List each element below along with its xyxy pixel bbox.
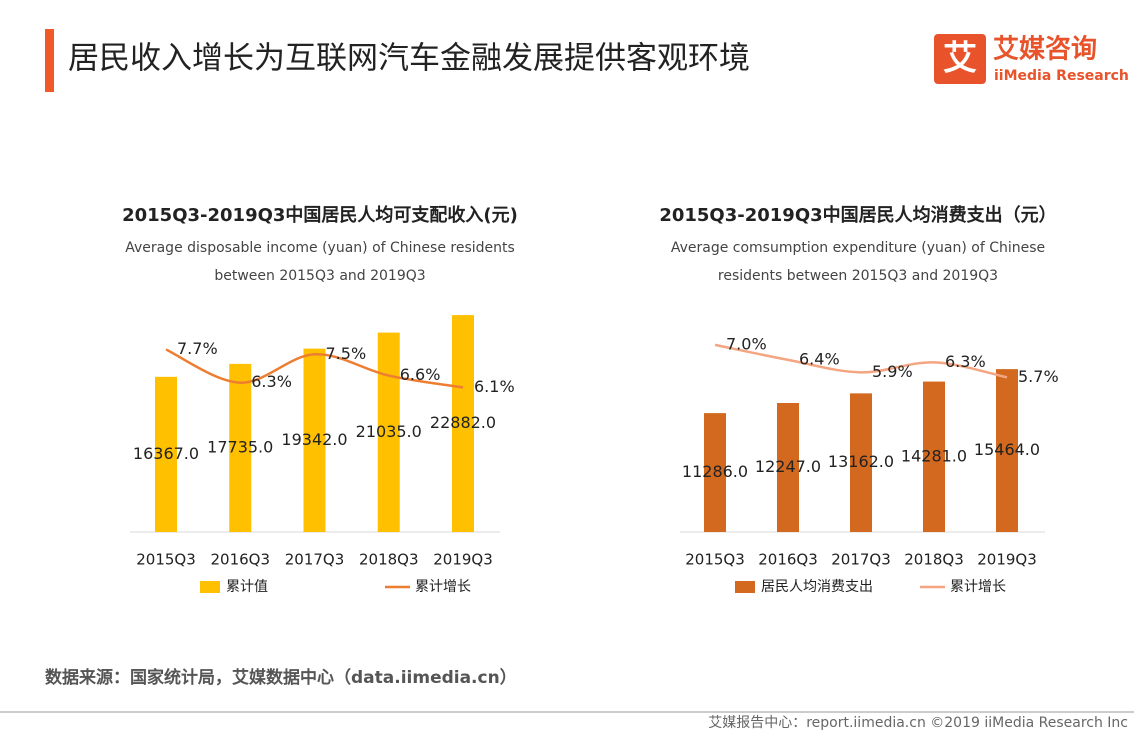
line [714,343,1008,379]
source: 数据来源：国家统计局，艾媒数据中心（data.iimedia.cn） [45,667,517,688]
bar [377,332,400,532]
chart-subtitle: Average disposable income (yuan) of Chin… [125,240,515,256]
bar [229,363,252,532]
bar [923,381,945,532]
bar-value-label: 14281.0 [901,446,967,465]
logo-icon [934,34,986,84]
footer: 艾媒报告中心：report.iimedia.cn ©2019 iiMedia R… [708,715,1128,731]
logo-icon-text: 艾 [943,39,977,79]
page-title: 居民收入增长为互联网汽车金融发展提供客观环境 [68,41,750,77]
bar-value-label: 19342.0 [281,430,347,449]
bar-value-label: 12247.0 [755,457,821,476]
x-tick-label: 2015Q3 [136,551,196,569]
line-value-label: 6.4% [799,349,840,368]
bar [777,402,799,532]
line-value-label: 5.9% [872,362,913,381]
legend-label: 居民人均消费支出 [761,579,873,595]
bar-value-label: 16367.0 [133,444,199,463]
legend-label: 累计增长 [950,579,1006,595]
bar [155,376,177,532]
x-tick-label: 2018Q3 [904,551,964,569]
chart-title: 2015Q3-2019Q3中国居民人均可支配收入(元) [122,204,518,226]
bar-value-label: 13162.0 [828,452,894,471]
line-value-label: 6.6% [400,365,441,384]
line-value-label: 7.5% [326,344,367,363]
bar [704,413,726,532]
line-value-label: 7.7% [177,339,218,358]
legend-swatch [200,581,220,593]
header-accent [45,29,54,92]
bar-value-label: 15464.0 [974,440,1040,459]
bar-value-label: 11286.0 [682,462,748,481]
bar [303,348,326,532]
legend-swatch [735,581,755,593]
bar-value-label: 21035.0 [356,422,422,441]
line-value-label: 5.7% [1018,367,1059,386]
x-tick-label: 2017Q3 [831,551,891,569]
line-value-label: 7.0% [726,334,767,353]
legend-label: 累计值 [226,579,268,595]
line-value-label: 6.3% [945,352,986,371]
line-value-label: 6.3% [251,372,292,391]
bar [452,315,474,532]
x-tick-label: 2016Q3 [758,551,818,569]
bar-value-label: 22882.0 [430,413,496,432]
x-tick-label: 2019Q3 [977,551,1037,569]
bar-value-label: 17735.0 [207,437,273,456]
x-tick-label: 2017Q3 [285,551,345,569]
logo-sub: iiMedia Research [994,68,1129,84]
line-value-label: 6.1% [474,377,515,396]
x-tick-label: 2015Q3 [685,551,745,569]
x-tick-label: 2019Q3 [433,551,493,569]
chart-subtitle: Average comsumption expenditure (yuan) o… [671,240,1045,256]
line [165,348,464,389]
x-tick-label: 2016Q3 [210,551,270,569]
x-tick-label: 2018Q3 [359,551,419,569]
chart-subtitle: residents between 2015Q3 and 2019Q3 [718,268,998,284]
legend-label: 累计增长 [415,579,471,595]
chart-title: 2015Q3-2019Q3中国居民人均消费支出（元） [659,204,1056,226]
logo-name: 艾媒咨询 [993,34,1097,65]
bar [996,369,1018,532]
bar [850,393,872,532]
chart-subtitle: between 2015Q3 and 2019Q3 [214,268,425,284]
